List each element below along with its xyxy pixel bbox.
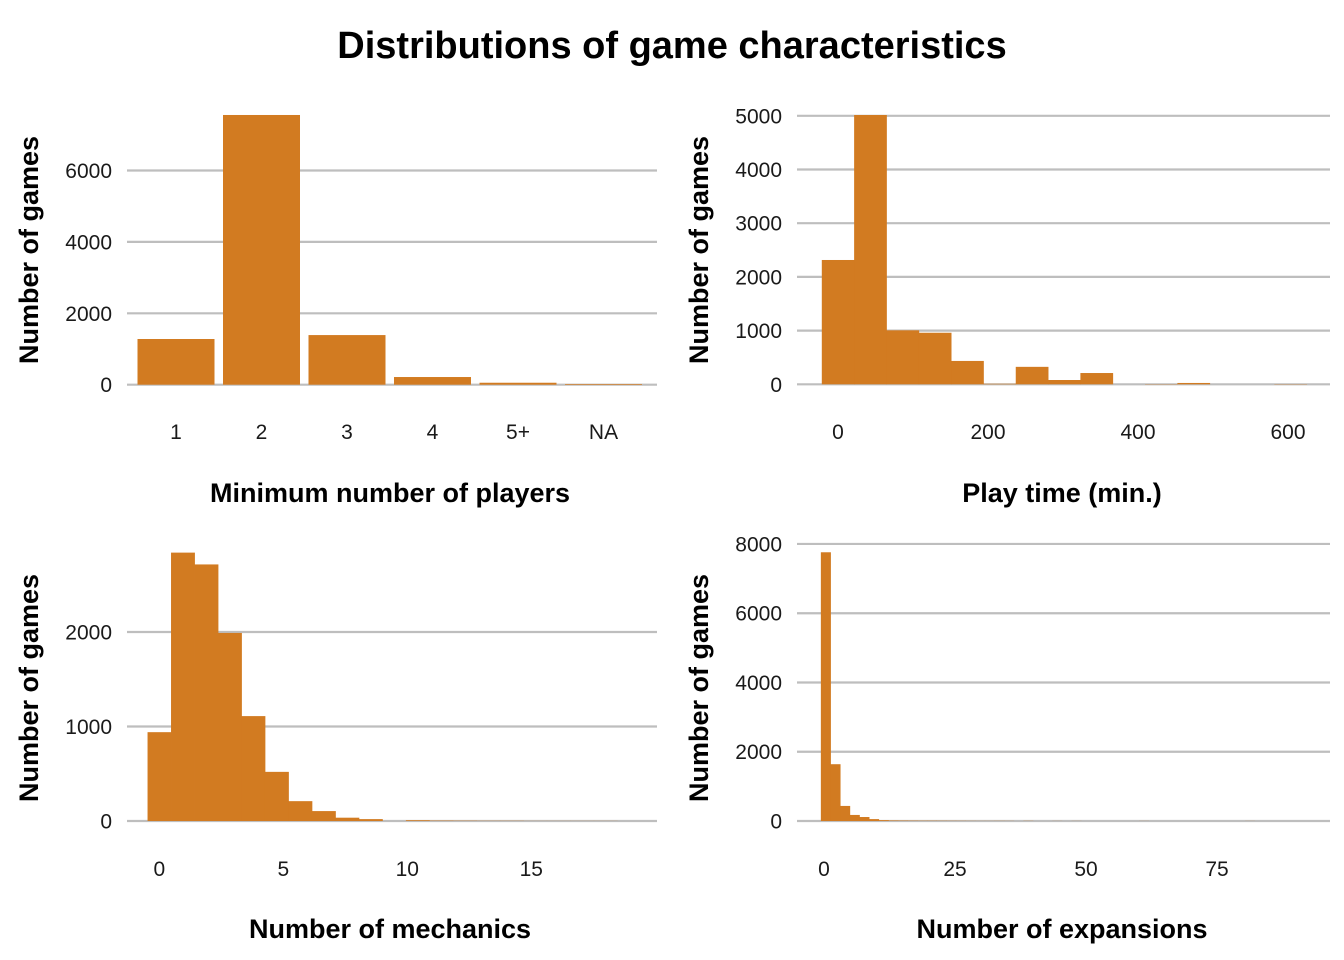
histogram-bin [171, 552, 195, 821]
histogram-bin [1080, 373, 1114, 385]
x-tick-label: 3 [341, 421, 353, 444]
histogram-bin [335, 817, 360, 821]
bar-NA [565, 383, 642, 385]
y-tick-labels: 0 2000 4000 6000 [65, 160, 112, 397]
y-tick-label: 2000 [735, 741, 782, 764]
x-tick-label: 600 [1270, 421, 1305, 444]
histogram-bin [311, 811, 336, 821]
y-tick-label: 5000 [735, 105, 782, 128]
y-tick-label: 0 [100, 374, 112, 397]
y-tick-label: 4000 [735, 159, 782, 182]
x-tick-labels: 0 5 10 15 [153, 858, 543, 881]
histogram-bin [264, 771, 289, 821]
x-tick-labels: 0 25 50 75 [818, 858, 1229, 881]
bars [147, 552, 618, 821]
x-tick-label: 0 [832, 421, 844, 444]
panel-min-players: 0 2000 4000 6000 1 2 3 4 5+ NA Minimum number of… [14, 114, 657, 508]
y-tick-label: 1000 [735, 320, 782, 343]
x-tick-labels: 1 2 3 4 5+ NA [170, 421, 618, 444]
y-tick-label: 0 [770, 374, 782, 397]
y-tick-label: 8000 [735, 533, 782, 556]
y-tick-label: 4000 [735, 672, 782, 695]
histogram-bin [1048, 380, 1081, 385]
x-axis-title: Number of expansions [916, 914, 1207, 944]
y-axis-title: Number of games [14, 574, 44, 802]
y-tick-label: 0 [100, 811, 112, 834]
y-axis-title: Number of games [14, 136, 44, 364]
histogram-bin [1015, 366, 1049, 385]
histogram-bin [241, 716, 266, 821]
histogram-bin [849, 814, 860, 821]
histogram-bin [821, 259, 855, 385]
histogram-bin [358, 819, 383, 821]
x-tick-label: NA [589, 421, 618, 444]
bar-1 [137, 339, 215, 385]
y-tick-label: 6000 [735, 603, 782, 626]
histogram-bin [888, 820, 899, 821]
x-tick-label: 75 [1205, 858, 1228, 881]
histogram-bin [288, 801, 313, 821]
y-tick-label: 1000 [65, 716, 112, 739]
x-axis-title: Play time (min.) [962, 478, 1162, 508]
histogram-bin [983, 383, 1017, 385]
panel-expansions: 0 2000 4000 6000 8000 0 25 50 75 Number of expa… [684, 533, 1330, 944]
histogram-bin [859, 817, 870, 821]
histogram-bin [1177, 382, 1211, 385]
y-axis-title: Number of games [684, 574, 714, 802]
histogram-bin [951, 360, 984, 385]
bar-3 [308, 335, 386, 385]
histogram-bin [405, 820, 430, 821]
x-tick-label: 5 [277, 858, 289, 881]
y-tick-label: 0 [770, 811, 782, 834]
histogram-bin [830, 764, 841, 821]
histogram-bin [820, 552, 831, 821]
y-axis-title: Number of games [684, 136, 714, 364]
x-tick-label: 400 [1120, 421, 1155, 444]
histogram-bin [878, 820, 889, 821]
bar-5+ [479, 382, 557, 385]
histogram-bin [840, 805, 851, 821]
bars [820, 552, 1256, 821]
gridlines [797, 542, 1330, 823]
panel-mechanics: 0 1000 2000 0 5 10 15 Number of mechanics Num… [14, 552, 657, 944]
gridlines [127, 169, 657, 386]
x-tick-label: 50 [1074, 858, 1097, 881]
x-tick-label: 4 [427, 421, 439, 444]
y-tick-label: 4000 [65, 231, 112, 254]
histogram-bin [886, 330, 920, 385]
histogram-bin [918, 332, 952, 385]
x-tick-label: 0 [153, 858, 165, 881]
x-axis-title: Minimum number of players [210, 478, 570, 508]
figure-title: Distributions of game characteristics [337, 25, 1006, 67]
histogram-bin [218, 632, 242, 821]
x-tick-label: 200 [970, 421, 1005, 444]
x-tick-label: 1 [170, 421, 182, 444]
y-tick-label: 2000 [735, 266, 782, 289]
bars [821, 114, 1308, 385]
x-tick-label: 2 [256, 421, 268, 444]
x-tick-label: 25 [943, 858, 966, 881]
histogram-bin [869, 819, 880, 821]
histogram-bin [194, 564, 219, 821]
y-tick-labels: 0 1000 2000 [65, 622, 112, 834]
x-axis-title: Number of mechanics [249, 914, 531, 944]
y-tick-label: 2000 [65, 622, 112, 645]
y-tick-labels: 0 1000 2000 3000 4000 5000 [735, 105, 782, 397]
x-tick-label: 10 [396, 858, 419, 881]
y-tick-label: 3000 [735, 213, 782, 236]
bar-4 [394, 377, 471, 385]
y-tick-label: 6000 [65, 160, 112, 183]
bar-2 [223, 114, 300, 385]
x-tick-label: 15 [520, 858, 543, 881]
x-tick-label: 0 [818, 858, 830, 881]
x-tick-label: 5+ [506, 421, 530, 444]
panel-play-time: 0 1000 2000 3000 4000 5000 0 200 400 600 Play ti… [684, 105, 1330, 508]
y-tick-labels: 0 2000 4000 6000 8000 [735, 533, 782, 833]
histogram-bin [854, 114, 887, 385]
bars [137, 114, 642, 385]
histogram-bin [147, 732, 172, 821]
y-tick-label: 2000 [65, 303, 112, 326]
x-tick-labels: 0 200 400 600 [832, 421, 1305, 444]
